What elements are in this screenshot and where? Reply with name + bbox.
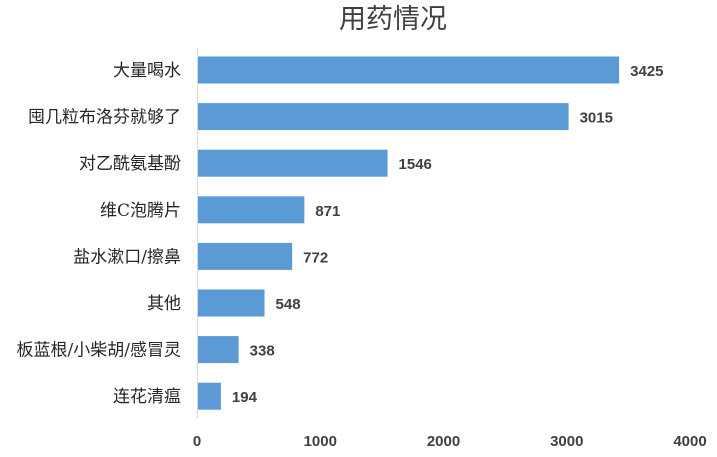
data-label: 1546 [399, 156, 432, 173]
bar-4 [198, 196, 305, 224]
x-tick-label: 2000 [427, 433, 460, 450]
category-label: 其他 [147, 294, 181, 314]
category-label: 盐水漱口/擦鼻 [73, 247, 181, 267]
x-tick-label: 1000 [304, 433, 337, 450]
bar-1 [198, 56, 620, 84]
bar-5 [198, 242, 293, 270]
bar-2 [198, 103, 569, 131]
data-label: 772 [303, 249, 328, 266]
bar-7 [198, 336, 239, 364]
category-label: 维C泡腾片 [100, 201, 181, 221]
data-label: 3015 [580, 110, 613, 127]
bar-3 [198, 149, 388, 177]
x-tick-label: 3000 [550, 433, 583, 450]
category-label: 大量喝水 [113, 61, 181, 81]
x-axis-ticks: 0 1000 2000 3000 4000 [193, 433, 707, 450]
category-label: 连花清瘟 [113, 387, 181, 407]
x-tick-label: 0 [193, 433, 201, 450]
data-label: 548 [276, 296, 301, 313]
category-label: 对乙酰氨基酚 [79, 154, 181, 174]
category-label: 板蓝根/小柴胡/感冒灵 [17, 341, 181, 361]
bars-layer [198, 56, 620, 410]
chart-title: 用药情况 [339, 4, 447, 35]
bar-8 [198, 382, 221, 410]
x-tick-label: 4000 [673, 433, 706, 450]
data-label: 3425 [630, 63, 663, 80]
category-labels: 大量喝水囤几粒布洛芬就够了对乙酰氨基酚维C泡腾片盐水漱口/擦鼻其他板蓝根/小柴胡… [17, 61, 181, 407]
bar-6 [198, 289, 265, 317]
data-label: 194 [232, 389, 258, 406]
value-labels: 3425 3015 1546 871 772 548 338 194 [232, 63, 664, 406]
data-label: 338 [250, 343, 275, 360]
data-label: 871 [315, 203, 340, 220]
category-label: 囤几粒布洛芬就够了 [28, 108, 181, 128]
